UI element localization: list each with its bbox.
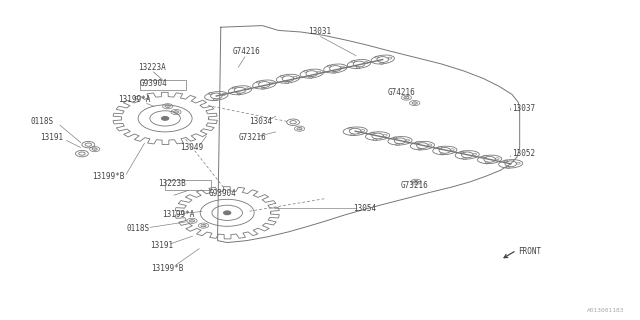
Text: 13049: 13049 <box>180 143 204 152</box>
Text: 13054: 13054 <box>353 204 376 213</box>
Text: G93904: G93904 <box>140 79 168 88</box>
Text: G73216: G73216 <box>239 133 267 142</box>
Text: 13199*A: 13199*A <box>162 210 194 219</box>
Bar <box>165 180 211 190</box>
Text: 0118S: 0118S <box>30 117 53 126</box>
Text: 13031: 13031 <box>308 28 332 36</box>
Circle shape <box>162 117 168 120</box>
Text: 13199*A: 13199*A <box>118 95 150 104</box>
Text: 13199*B: 13199*B <box>152 264 184 273</box>
Text: 13223A: 13223A <box>138 63 166 72</box>
Text: G73216: G73216 <box>401 181 429 190</box>
Text: FRONT: FRONT <box>518 247 541 256</box>
Text: 13199*B: 13199*B <box>93 172 125 181</box>
Text: G93904: G93904 <box>209 189 237 198</box>
Text: 13037: 13037 <box>512 104 535 113</box>
Text: G74216: G74216 <box>388 88 416 97</box>
Text: 13052: 13052 <box>512 149 535 158</box>
Circle shape <box>224 211 230 214</box>
Bar <box>140 80 186 90</box>
Text: A013001183: A013001183 <box>586 308 624 313</box>
Text: 13223B: 13223B <box>157 179 186 188</box>
Text: G74216: G74216 <box>232 47 260 56</box>
Text: 0118S: 0118S <box>126 224 149 233</box>
Text: 13034: 13034 <box>250 117 273 126</box>
Text: 13191: 13191 <box>40 133 63 142</box>
Text: 13191: 13191 <box>150 241 173 250</box>
